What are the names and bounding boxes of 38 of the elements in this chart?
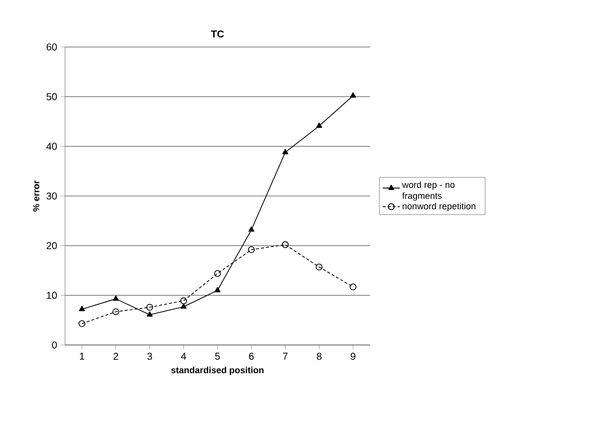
point bbox=[180, 297, 187, 304]
y-tick-label: 50 bbox=[46, 93, 57, 100]
x-tick-label: 9 bbox=[350, 352, 356, 360]
legend-label: nonword repetition bbox=[402, 202, 476, 212]
y-tick-label: 60 bbox=[46, 43, 57, 51]
point bbox=[214, 286, 220, 292]
point bbox=[316, 264, 323, 270]
x-tick-label: 7 bbox=[283, 352, 288, 360]
x-tick-label: 4 bbox=[181, 352, 186, 360]
point bbox=[214, 270, 221, 277]
y-tick-label: 20 bbox=[46, 242, 57, 250]
y-axis-title: % error bbox=[32, 180, 40, 212]
point bbox=[78, 320, 86, 328]
point bbox=[282, 148, 288, 154]
y-tick-label: 30 bbox=[46, 192, 57, 200]
y-tick-label: 40 bbox=[46, 142, 57, 150]
x-tick-label: 3 bbox=[147, 352, 152, 360]
point bbox=[248, 246, 255, 254]
point bbox=[112, 295, 119, 301]
x-tick-label: 5 bbox=[215, 352, 220, 360]
x-tick-label: 6 bbox=[249, 352, 254, 360]
point bbox=[316, 122, 322, 128]
point bbox=[282, 241, 289, 248]
y-tick-label: 10 bbox=[46, 292, 57, 299]
point bbox=[146, 311, 153, 317]
point bbox=[350, 284, 356, 290]
point bbox=[180, 303, 187, 309]
x-tick-label: 8 bbox=[316, 352, 322, 360]
point bbox=[146, 304, 154, 311]
y-tick-label: 0 bbox=[52, 341, 57, 349]
x-axis-title: standardised position bbox=[171, 366, 264, 376]
point bbox=[78, 306, 85, 312]
point bbox=[350, 92, 356, 98]
x-tick-label: 2 bbox=[114, 352, 118, 360]
point bbox=[248, 226, 254, 232]
x-tick-label: 1 bbox=[80, 352, 84, 360]
chart-title: TC bbox=[210, 30, 224, 38]
point bbox=[112, 308, 120, 316]
